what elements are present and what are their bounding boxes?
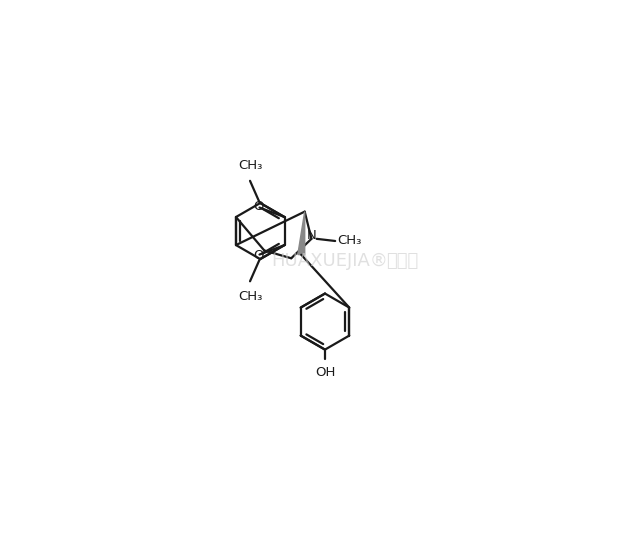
Text: CH₃: CH₃ <box>238 159 262 172</box>
Text: O: O <box>253 249 264 262</box>
Text: O: O <box>253 200 264 213</box>
Text: CH₃: CH₃ <box>238 290 262 303</box>
Text: CH₃: CH₃ <box>337 235 361 248</box>
Text: OH: OH <box>315 366 335 379</box>
Text: 化学加: 化学加 <box>386 252 418 270</box>
Text: HUAXUEJIA®: HUAXUEJIA® <box>271 252 387 270</box>
Text: N: N <box>307 229 316 242</box>
Polygon shape <box>298 212 305 255</box>
